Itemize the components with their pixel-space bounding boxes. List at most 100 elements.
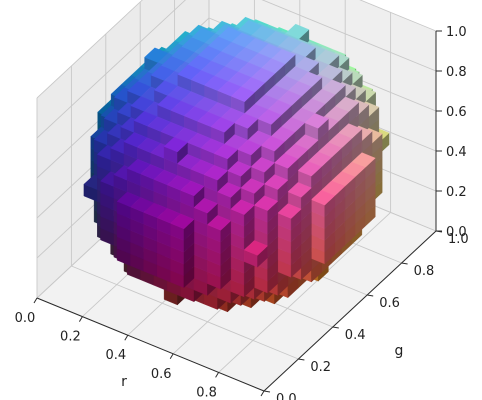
- x-tick-label: 0.8: [196, 385, 217, 400]
- axes-lines: [33, 30, 443, 397]
- x-tick-mark: [33, 297, 38, 304]
- voxel: [240, 178, 265, 206]
- voxel: [227, 161, 252, 189]
- voxel: [170, 230, 195, 253]
- grid-line: [359, 0, 437, 32]
- voxel: [166, 175, 192, 203]
- voxel-face: [213, 143, 239, 160]
- voxel: [341, 161, 366, 190]
- y-tick-label: 0.8: [414, 264, 435, 279]
- x-tick-label: 0.0: [15, 311, 36, 326]
- y-tick-label: 0.2: [310, 360, 331, 375]
- voxel-face: [287, 182, 312, 198]
- voxel: [180, 180, 205, 209]
- voxel-face: [237, 139, 262, 156]
- y-tick-mark: [332, 326, 339, 329]
- voxel-face: [253, 195, 279, 211]
- voxel: [143, 202, 168, 230]
- voxel: [203, 164, 228, 193]
- voxel: [304, 113, 329, 141]
- z-tick-label: 0.6: [446, 105, 467, 120]
- y-tick-label: 1.0: [448, 232, 469, 247]
- voxel: [277, 203, 302, 231]
- voxel-face: [230, 199, 255, 215]
- voxel: [153, 169, 178, 197]
- grid-line: [71, 265, 299, 360]
- y-tick-mark: [401, 262, 408, 265]
- voxel-face: [311, 189, 336, 206]
- z-tick-label: 0.0: [446, 225, 467, 240]
- x-axis-line: [36, 297, 265, 392]
- z-tick-label: 0.4: [446, 145, 467, 160]
- voxel: [156, 208, 181, 236]
- y-axis-line: [263, 230, 437, 392]
- voxel-face: [264, 174, 289, 190]
- voxel-face: [277, 203, 302, 219]
- voxel-face: [297, 160, 322, 177]
- voxel-face: [170, 213, 195, 230]
- voxel: [251, 67, 276, 96]
- voxel: [140, 164, 165, 192]
- x-tick-label: 0.6: [151, 367, 172, 382]
- grid-line: [261, 0, 437, 72]
- voxel-face: [257, 109, 282, 125]
- voxel: [277, 220, 302, 243]
- voxel-face: [210, 117, 235, 133]
- voxel: [170, 100, 195, 128]
- x-tick-label: 0.2: [60, 330, 81, 345]
- y-tick-mark: [263, 390, 271, 393]
- voxel-face: [304, 113, 329, 129]
- x-tick-mark: [124, 334, 129, 341]
- grid-line: [218, 212, 391, 373]
- voxel: [177, 154, 202, 182]
- voxel: [193, 197, 218, 226]
- voxel-face: [207, 215, 232, 231]
- voxel: [253, 195, 279, 223]
- voxel: [123, 132, 148, 160]
- voxel-face: [240, 178, 265, 194]
- voxel-face: [203, 164, 228, 181]
- voxel: [163, 136, 188, 165]
- z-tick-label: 0.8: [446, 65, 467, 80]
- voxel: [297, 160, 322, 189]
- y-tick-label: 0.0: [276, 392, 297, 400]
- x-axis-label: r: [121, 374, 127, 390]
- y-tick-label: 0.4: [345, 328, 366, 343]
- voxel-face: [234, 113, 259, 129]
- z-tick-label: 0.2: [446, 185, 467, 200]
- voxel-face: [217, 182, 242, 198]
- voxel: [328, 132, 353, 161]
- voxel: [170, 213, 195, 241]
- voxel-face: [193, 197, 218, 214]
- tick-labels: 0.00.20.40.60.81.00.00.20.40.60.81.00.00…: [15, 25, 469, 400]
- voxel: [321, 180, 346, 208]
- voxel: [264, 174, 289, 202]
- grid-line: [36, 0, 144, 99]
- voxel-face: [243, 240, 268, 256]
- voxel: [207, 243, 232, 267]
- voxel: [217, 182, 242, 210]
- voxel-face: [180, 180, 205, 197]
- voxel-face: [230, 86, 256, 102]
- voxel-face: [274, 153, 299, 169]
- grid-line: [36, 0, 187, 139]
- y-tick-mark: [298, 358, 305, 361]
- x-tick-mark: [169, 353, 174, 360]
- y-axis-label: g: [395, 343, 404, 359]
- x-tick-mark: [260, 390, 265, 397]
- voxel: [116, 191, 141, 219]
- voxel: [170, 265, 195, 289]
- y-tick-mark: [367, 294, 374, 297]
- x-tick-mark: [215, 372, 220, 378]
- voxel-face: [250, 157, 275, 173]
- voxel: [311, 189, 336, 218]
- voxel: [230, 86, 256, 114]
- voxel-sphere: [83, 16, 390, 313]
- voxel-face: [227, 161, 252, 177]
- voxel: [230, 199, 255, 227]
- z-tick-label: 1.0: [446, 25, 467, 40]
- x-tick-mark: [78, 316, 83, 322]
- voxel: [207, 215, 232, 243]
- voxel-face: [163, 136, 188, 153]
